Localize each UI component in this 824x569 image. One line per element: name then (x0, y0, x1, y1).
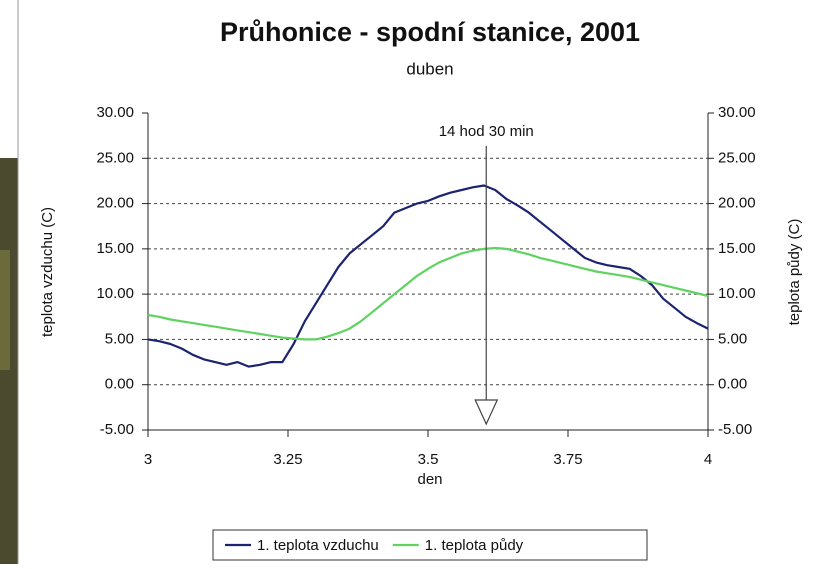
y-axis-label: teplota vzduchu (C) (39, 207, 56, 337)
x-axis-label: den (417, 471, 442, 488)
legend-label: 1. teplota půdy (425, 537, 524, 554)
y-tick-label: 15.00 (96, 240, 134, 257)
y2-tick-label: 15.00 (718, 240, 756, 257)
legend-label: 1. teplota vzduchu (257, 537, 379, 554)
background (0, 0, 824, 564)
y2-axis-label: teplota půdy (C) (786, 219, 803, 326)
chart: Průhonice - spodní stanice, 2001 duben d… (0, 0, 824, 564)
y2-tick-label: 25.00 (718, 149, 756, 166)
y-tick-label: 25.00 (96, 149, 134, 166)
photo-strip-detail (0, 250, 10, 370)
y-tick-label: 20.00 (96, 195, 134, 212)
y-tick-label: 5.00 (105, 330, 134, 347)
y2-tick-label: 5.00 (718, 330, 747, 347)
x-tick-label: 3.75 (553, 451, 582, 468)
page: Průhonice - spodní stanice, 2001 duben d… (0, 0, 824, 564)
y2-tick-label: -5.00 (718, 421, 752, 438)
y2-tick-label: 30.00 (718, 104, 756, 121)
x-tick-label: 3.5 (418, 451, 439, 468)
y2-tick-label: 20.00 (718, 195, 756, 212)
chart-title: Průhonice - spodní stanice, 2001 (220, 17, 640, 47)
y2-tick-label: 10.00 (718, 285, 756, 302)
annotation-text: 14 hod 30 min (439, 123, 534, 140)
y-tick-label: 30.00 (96, 104, 134, 121)
x-tick-label: 3.25 (273, 451, 302, 468)
y2-tick-label: 0.00 (718, 376, 747, 393)
y-tick-label: -5.00 (100, 421, 134, 438)
y-tick-label: 0.00 (105, 376, 134, 393)
x-tick-label: 4 (704, 451, 712, 468)
x-tick-label: 3 (144, 451, 152, 468)
chart-subtitle: duben (406, 59, 453, 78)
y-tick-label: 10.00 (96, 285, 134, 302)
